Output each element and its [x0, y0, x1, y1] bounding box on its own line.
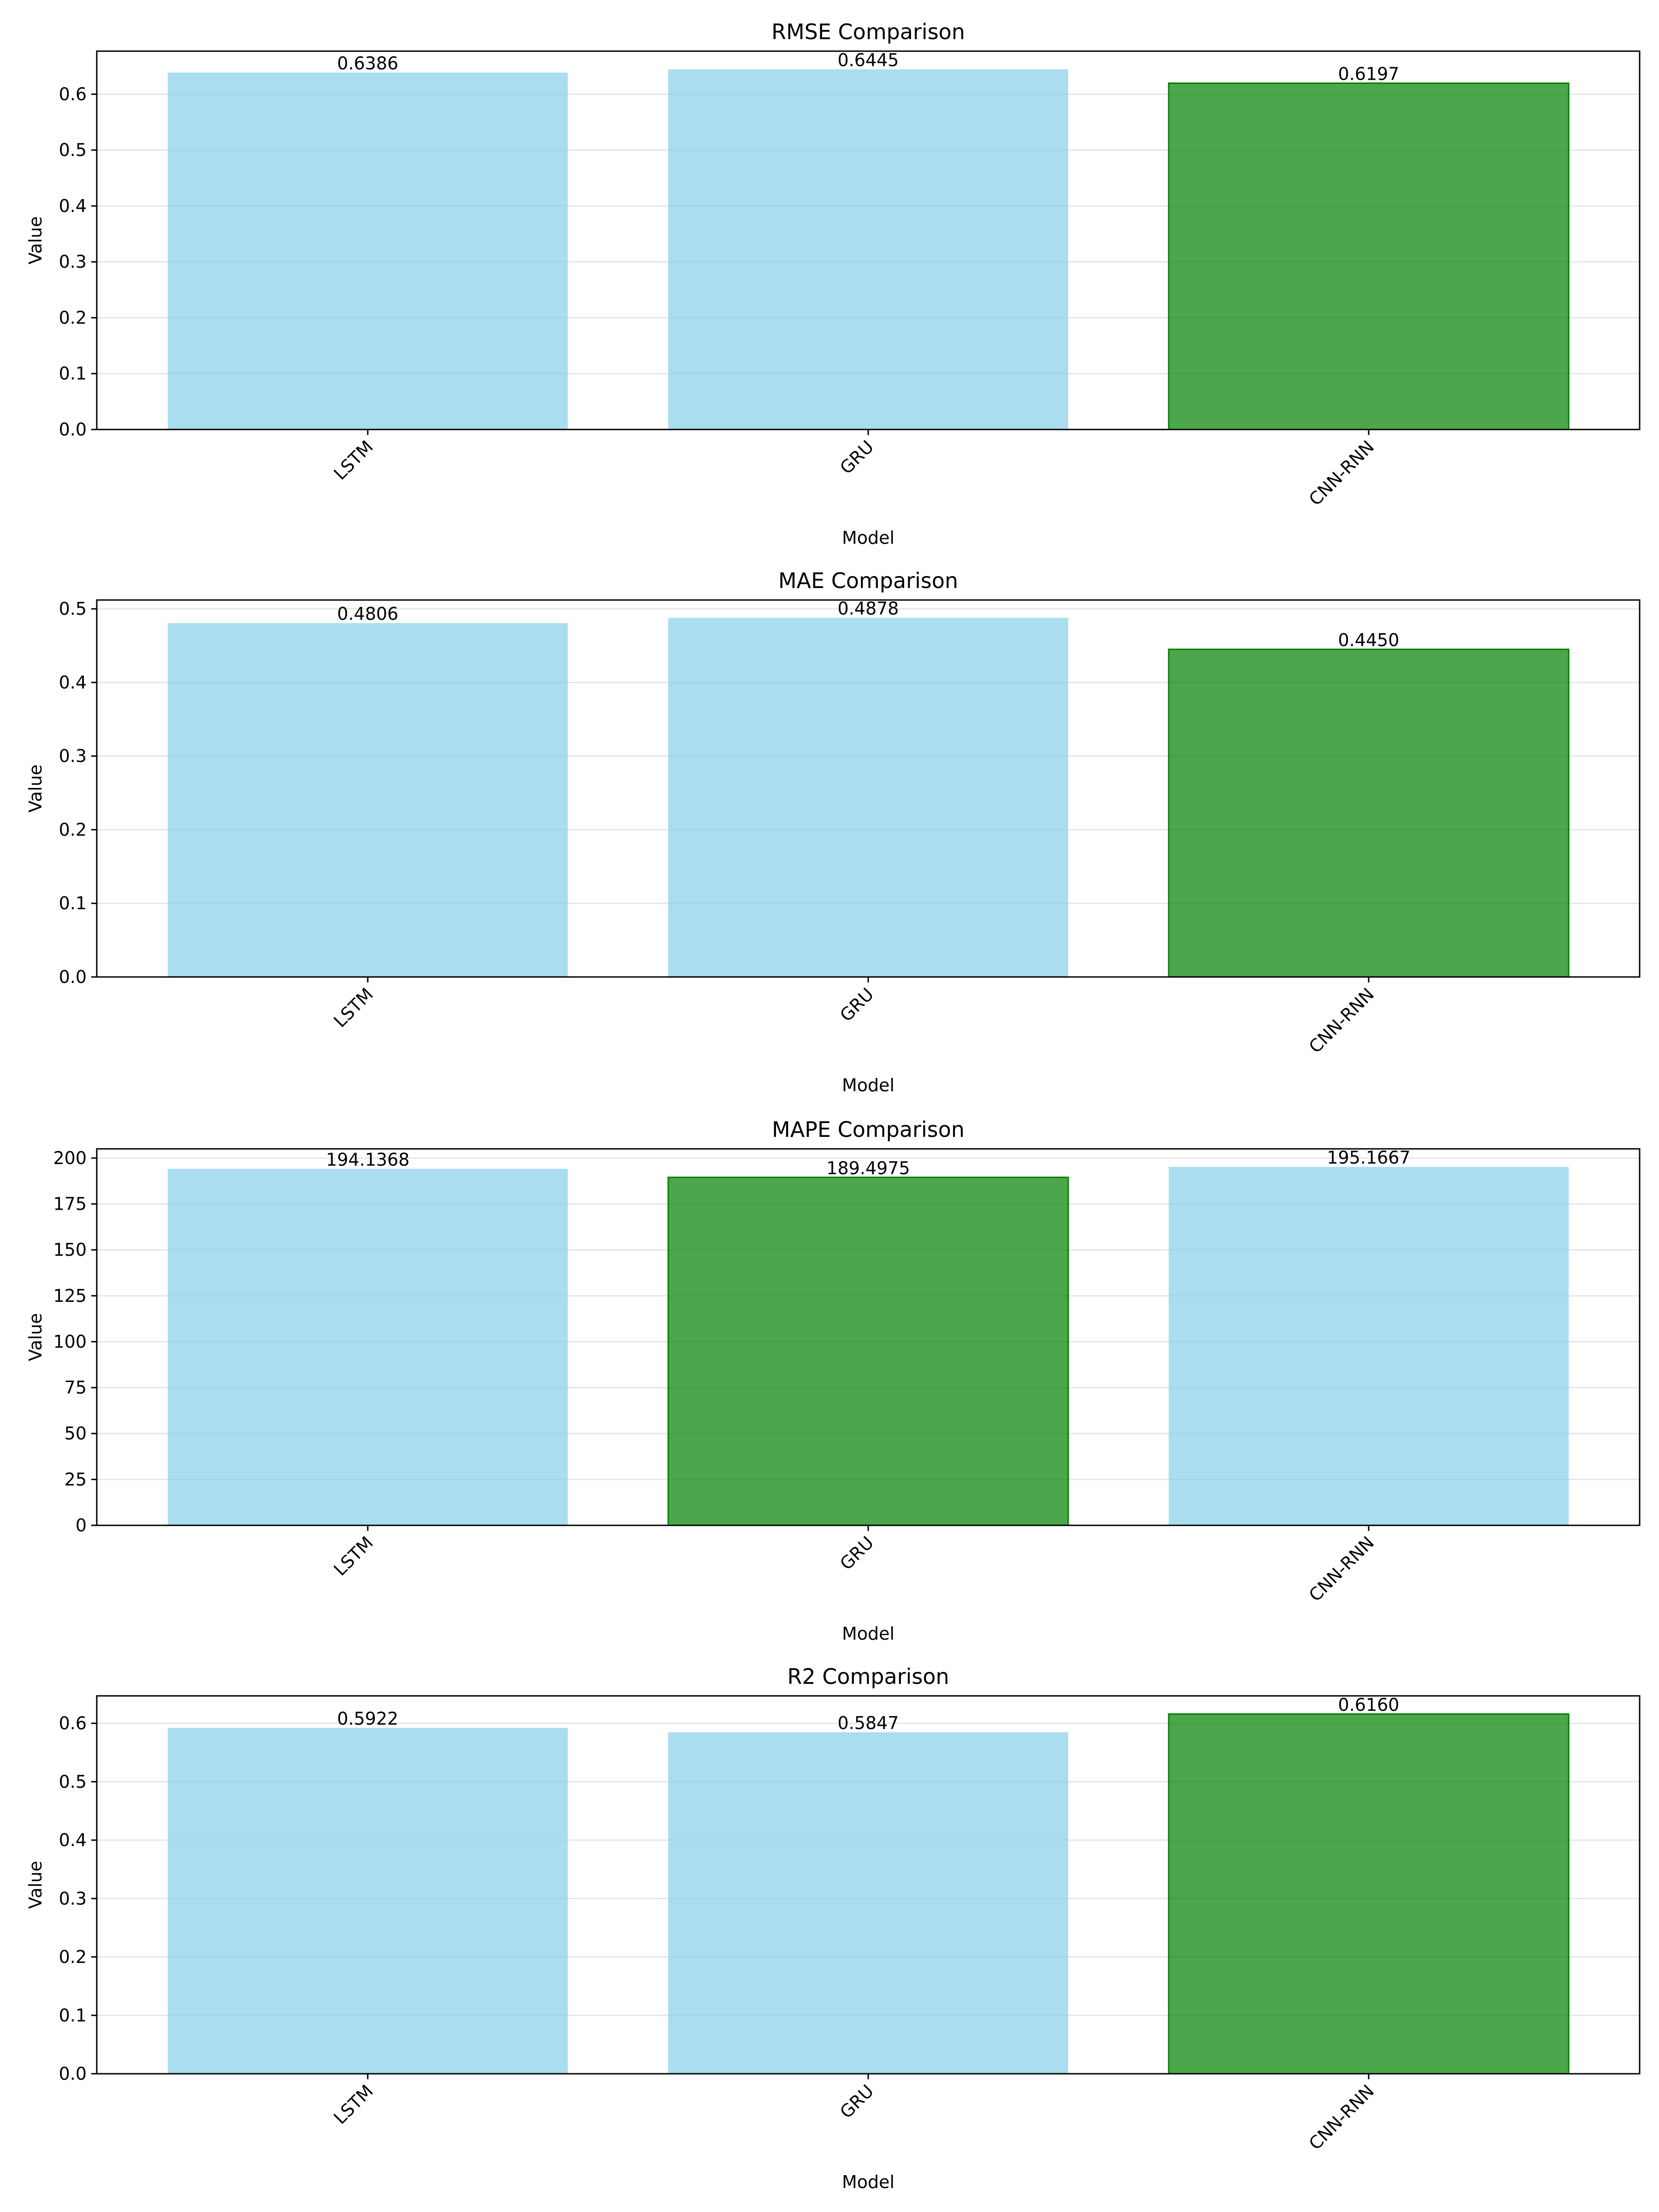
chart-title: MAPE Comparison — [772, 1117, 965, 1142]
chart-title: MAE Comparison — [778, 568, 958, 593]
y-tick-label: 0.4 — [59, 1830, 87, 1850]
y-tick-label: 0.1 — [59, 364, 87, 384]
y-axis-label: Value — [25, 765, 46, 812]
chart-title: R2 Comparison — [787, 1664, 949, 1689]
bar-gru — [667, 1177, 1069, 1526]
y-tick-label: 75 — [65, 1377, 87, 1398]
y-tick-label: 0.5 — [59, 599, 87, 619]
bar-cnn-rnn — [1168, 1713, 1570, 2075]
y-tick-label: 0.6 — [59, 1713, 87, 1734]
y-tick-label: 0.3 — [59, 746, 87, 766]
bar-gru — [668, 618, 1068, 977]
x-axis-label: Model — [842, 2172, 894, 2192]
bar-value-label: 0.4806 — [337, 604, 399, 624]
y-tick-label: 0.5 — [59, 140, 87, 160]
y-tick-label: 0.0 — [59, 967, 87, 987]
y-tick-label: 150 — [53, 1240, 87, 1260]
y-tick-label: 0 — [76, 1515, 87, 1535]
y-tick-label: 0.6 — [59, 84, 87, 104]
bar-lstm — [168, 1169, 568, 1525]
bar-cnn-rnn — [1168, 648, 1570, 978]
y-tick-label: 0.1 — [59, 2005, 87, 2025]
y-tick-label: 0.1 — [59, 893, 87, 913]
y-tick-label: 0.0 — [59, 2064, 87, 2084]
y-tick-label: 125 — [53, 1286, 87, 1306]
y-tick-label: 0.4 — [59, 672, 87, 693]
y-tick-label: 175 — [53, 1194, 87, 1214]
bar-value-label: 0.4450 — [1338, 630, 1400, 650]
bar-value-label: 0.5847 — [838, 1713, 899, 1733]
bar-cnn-rnn — [1169, 1167, 1569, 1525]
bar-gru — [668, 1732, 1068, 2074]
y-tick-label: 100 — [53, 1331, 87, 1352]
bar-lstm — [168, 72, 568, 429]
chart-title: RMSE Comparison — [771, 19, 965, 44]
y-tick-label: 200 — [53, 1148, 87, 1168]
chart-panel-2: 0.4806 0.48780.44500.00.10.20.30.40.5LSTM… — [25, 568, 1641, 1095]
bar-value-label: 0.6445 — [838, 50, 899, 70]
bar-gru — [668, 69, 1068, 430]
x-axis-label: Model — [842, 528, 894, 548]
bar-value-label: 0.6386 — [337, 53, 399, 74]
y-tick-label: 0.2 — [59, 307, 87, 328]
bar-value-label: 0.4878 — [838, 599, 899, 619]
bar-value-label: 194.1368 — [326, 1149, 409, 1170]
bar-value-label: 0.6160 — [1338, 1694, 1400, 1715]
x-axis-label: Model — [842, 1075, 894, 1095]
bar-value-label: 195.1667 — [1327, 1147, 1410, 1168]
y-axis-label: Value — [25, 1313, 46, 1361]
bar-lstm — [168, 1728, 568, 2074]
y-tick-label: 0.2 — [59, 1947, 87, 1967]
bar-value-label: 189.4975 — [826, 1158, 910, 1178]
y-tick-label: 0.2 — [59, 819, 87, 840]
y-tick-label: 50 — [65, 1424, 87, 1444]
bar-value-label: 0.6197 — [1338, 64, 1400, 84]
bar-value-label: 0.5922 — [337, 1708, 399, 1729]
y-tick-label: 0.3 — [59, 1888, 87, 1909]
y-tick-label: 25 — [65, 1469, 87, 1489]
chart-panel-3: 194.1368 189.4975 195.1667 0 25 50 75 100 125 150… — [25, 1117, 1641, 1644]
bar-lstm — [168, 623, 568, 977]
chart-panel-1: 0.6386 0.64450.61970.00.10.20.30.40.50.6L… — [25, 19, 1641, 548]
chart-panel-4: 0.5922 0.58470.61600.00.10.20.30.40.50.6L… — [25, 1664, 1641, 2192]
bar-cnn-rnn — [1168, 82, 1570, 430]
y-tick-label: 0.4 — [59, 196, 87, 216]
y-tick-label: 0.0 — [59, 419, 87, 440]
y-axis-label: Value — [25, 1861, 46, 1909]
y-tick-label: 0.3 — [59, 252, 87, 272]
x-axis-label: Model — [842, 1624, 894, 1644]
y-tick-label: 0.5 — [59, 1771, 87, 1792]
y-axis-label: Value — [25, 216, 46, 264]
